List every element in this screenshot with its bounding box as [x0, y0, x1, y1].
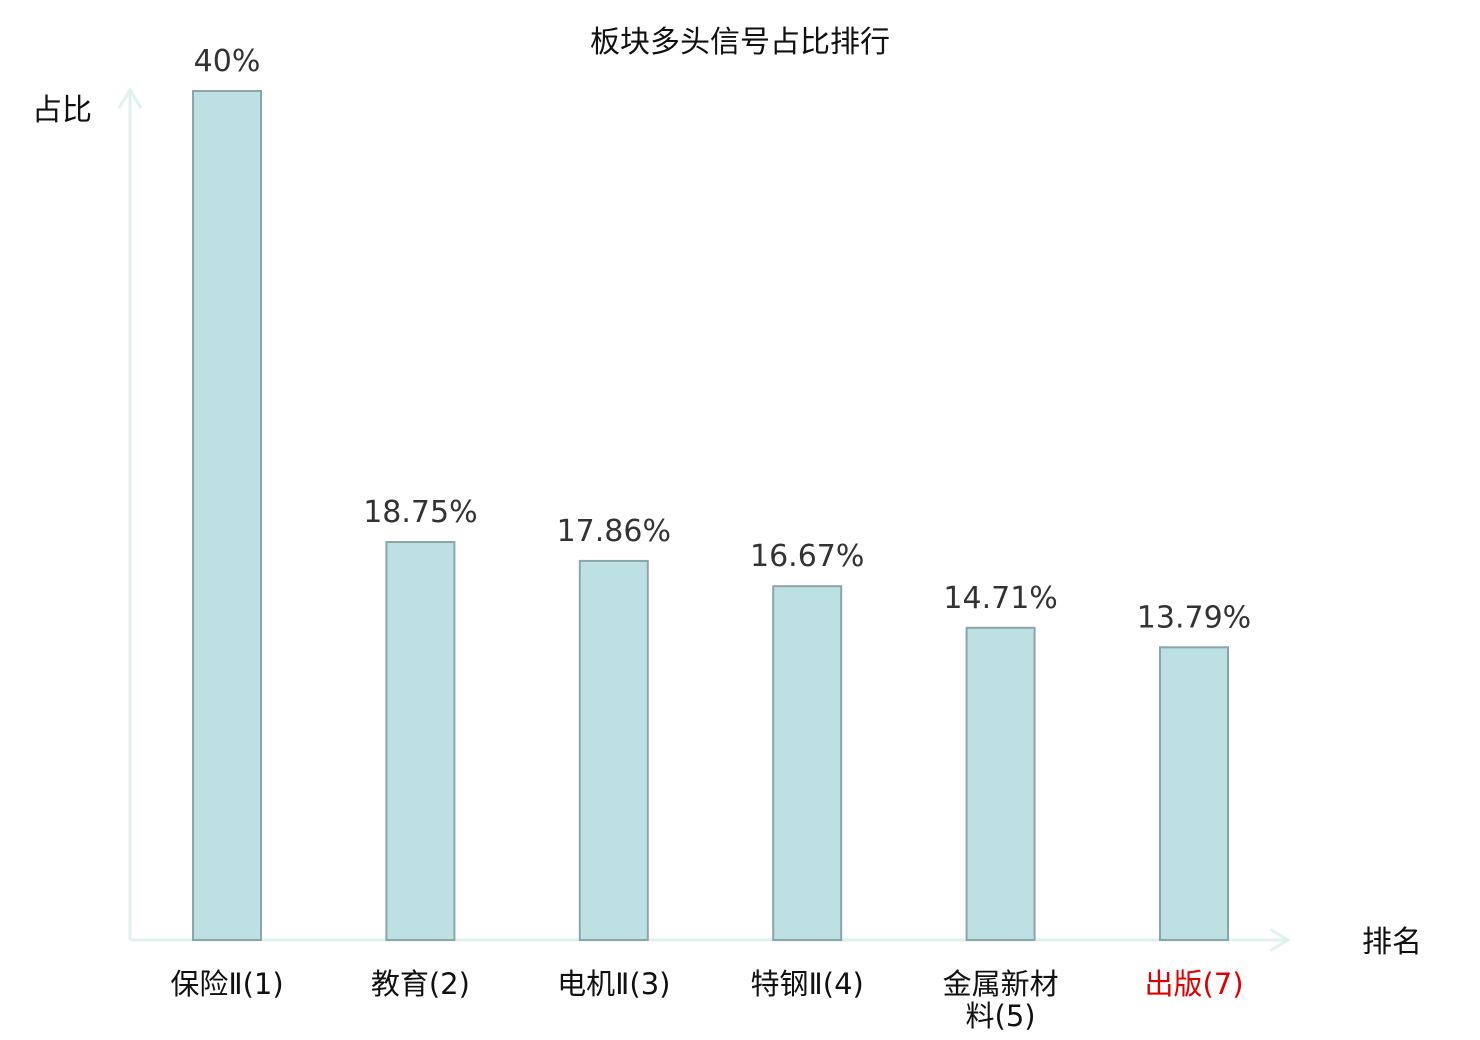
category-label-2: 教育(2) [371, 967, 470, 1001]
category-label-6: 出版(7) [1144, 967, 1243, 1001]
x-axis-label: 排名 [1362, 925, 1422, 960]
category-label-5: 金属新材料(5) [943, 967, 1059, 1033]
category-label-line: 保险Ⅱ(1) [170, 967, 283, 1001]
category-label-1: 保险Ⅱ(1) [170, 967, 283, 1001]
y-axis-label: 占比 [32, 93, 92, 128]
chart-title: 板块多头信号占比排行 [590, 25, 890, 60]
category-label-line: 出版(7) [1144, 967, 1243, 1001]
value-label-2: 18.75% [363, 495, 477, 530]
bar-4 [772, 585, 843, 941]
bar-2 [385, 541, 456, 941]
value-label-5: 14.71% [943, 581, 1057, 616]
value-labels-group: 40% 18.75% 17.86% 16.67% 14.71% 13.79% [194, 44, 1252, 635]
bar-6 [1159, 646, 1229, 941]
category-label-line: 料(5) [966, 999, 1036, 1033]
bar-5 [965, 626, 1036, 942]
category-label-line: 特钢Ⅱ(4) [751, 967, 864, 1001]
value-label-1: 40% [194, 44, 261, 79]
category-label-line: 教育(2) [371, 967, 470, 1001]
value-label-4: 16.67% [750, 539, 864, 574]
y-axis-arrow [117, 87, 143, 109]
value-label-3: 17.86% [557, 514, 671, 549]
category-label-line: 金属新材 [943, 967, 1059, 1001]
bar-1 [192, 90, 262, 941]
bars-group [192, 90, 1229, 942]
category-label-3: 电机Ⅱ(3) [557, 967, 670, 1001]
bar-3 [578, 559, 649, 941]
x-axis-arrow [1269, 927, 1291, 953]
category-labels-group: 保险Ⅱ(1) 教育(2) 电机Ⅱ(3) 特钢Ⅱ(4) 金属新材料(5) 出版(7) [170, 967, 1243, 1033]
category-label-4: 特钢Ⅱ(4) [751, 967, 864, 1001]
value-label-6: 13.79% [1137, 600, 1251, 635]
category-label-line: 电机Ⅱ(3) [557, 967, 670, 1001]
